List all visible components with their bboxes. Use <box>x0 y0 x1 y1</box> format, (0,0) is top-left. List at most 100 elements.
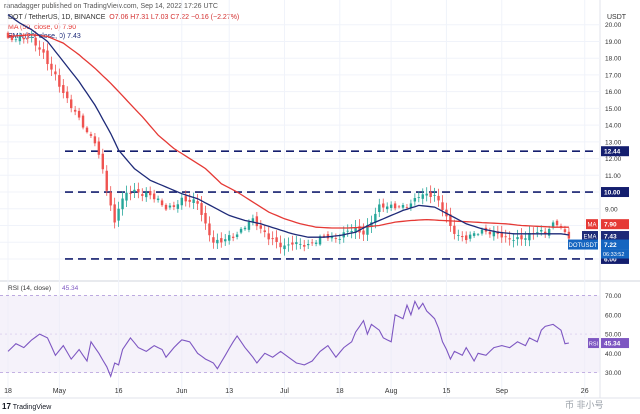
candle-body <box>441 202 444 210</box>
candle-body <box>287 244 290 246</box>
time-tick-label: 13 <box>225 388 233 395</box>
candle-body <box>137 189 140 193</box>
candle-body <box>449 214 452 226</box>
price-tag-prefix-bg <box>568 239 598 250</box>
candle-body <box>480 229 484 234</box>
candle-body <box>54 71 57 75</box>
candle-body <box>208 223 211 236</box>
rsi-legend-name: RSI (14, close) <box>8 285 51 292</box>
currency-label: USDT <box>607 14 627 21</box>
candle-body <box>504 236 507 238</box>
level-tag-bg <box>601 146 629 157</box>
rsi-line <box>7 299 569 379</box>
candle-body <box>243 227 247 230</box>
candle-body <box>46 50 49 65</box>
rsi-tick-label: 30.00 <box>605 370 622 377</box>
candle-body <box>172 205 176 207</box>
candle-body <box>18 36 22 42</box>
candle-body <box>382 203 385 208</box>
candle-body <box>62 85 65 93</box>
candle-body <box>176 204 180 209</box>
candle-body <box>160 200 164 206</box>
price-tag-value: 7.22 <box>604 242 617 249</box>
ma-tag-prefix: MA <box>588 223 597 229</box>
candle-body <box>180 197 183 206</box>
tradingview-icon: 17 <box>2 402 11 411</box>
ema-tag-value: 7.43 <box>604 234 617 241</box>
candle-body <box>121 198 124 210</box>
rsi-tag-value: 45.34 <box>604 341 621 348</box>
symbol-line: DOT / TetherUS, 1D, BINANCE O7.06 H7.31 … <box>8 14 239 21</box>
candle-body <box>188 199 191 202</box>
candle-body <box>275 237 278 243</box>
price-tick-label: 14.00 <box>605 123 622 130</box>
candle-body <box>109 192 112 206</box>
candle-body <box>30 36 33 38</box>
price-tick-label: 17.00 <box>605 72 622 79</box>
ema-tag-bg <box>601 231 629 242</box>
candle-body <box>346 230 349 232</box>
price-tick-label: 18.00 <box>605 56 622 63</box>
price-tick-label: 9.00 <box>605 206 618 213</box>
candle-body <box>318 236 322 245</box>
candle-body <box>334 238 338 239</box>
candle-body <box>200 203 203 215</box>
candle-body <box>476 234 480 236</box>
candle-body <box>307 243 310 246</box>
candle-body <box>563 229 567 233</box>
candle-body <box>50 63 53 70</box>
candle-body <box>500 231 503 238</box>
candle-body <box>540 229 543 232</box>
candle-body <box>516 237 519 240</box>
tradingview-logo[interactable]: 17 TradingView <box>2 402 51 411</box>
candle-body <box>267 233 270 240</box>
candle-body <box>520 235 523 240</box>
candle-body <box>536 232 539 233</box>
time-tick-label: Aug <box>385 388 398 395</box>
candle-body <box>544 231 547 235</box>
candle-body <box>113 204 116 223</box>
candle-body <box>66 91 69 99</box>
price-tick-label: 19.00 <box>605 39 622 46</box>
candle-body <box>133 189 136 192</box>
rsi-tick-label: 70.00 <box>605 293 622 300</box>
level-tag-value: 10.00 <box>604 190 621 197</box>
candle-body <box>457 235 460 236</box>
candle-body <box>492 230 496 237</box>
candle-body <box>263 230 266 233</box>
candle-body <box>26 37 29 39</box>
candle-body <box>164 204 168 210</box>
rsi-tick-label: 40.00 <box>605 351 622 358</box>
candle-body <box>295 242 298 245</box>
rsi-legend-value: 45.34 <box>62 285 79 292</box>
ma-legend[interactable]: MA (50, close, 0) 7.90 <box>8 24 77 31</box>
candle-body <box>393 203 397 209</box>
time-tick-label: Jul <box>280 388 289 395</box>
candle-body <box>437 195 440 201</box>
candle-body <box>145 192 148 198</box>
ma-tag-prefix-bg <box>586 219 598 230</box>
candle-body <box>77 110 81 118</box>
candle-body <box>38 47 41 50</box>
candle-body <box>42 49 45 53</box>
candle-body <box>524 238 527 240</box>
candle-body <box>251 218 255 223</box>
candle-body <box>389 204 393 208</box>
time-tick-label: 15 <box>443 388 451 395</box>
countdown-bg <box>601 249 629 259</box>
watermark-logo: 币 非小号 <box>565 400 604 410</box>
candle-body <box>73 109 77 112</box>
candle-body <box>224 239 227 242</box>
symbol-name[interactable]: DOT / TetherUS, 1D, BINANCE <box>8 14 106 21</box>
candle-body <box>358 226 361 233</box>
horizontal-levels <box>65 150 598 260</box>
candle-body <box>299 243 302 245</box>
candle-body <box>216 239 219 244</box>
candle-body <box>271 238 274 240</box>
candle-body <box>93 136 97 144</box>
rsi-tag-prefix-bg <box>588 338 599 349</box>
candle-body <box>212 237 215 243</box>
rsi-pane: RSI (14, close) 45.34 <box>0 285 600 379</box>
candle-body <box>378 204 381 213</box>
